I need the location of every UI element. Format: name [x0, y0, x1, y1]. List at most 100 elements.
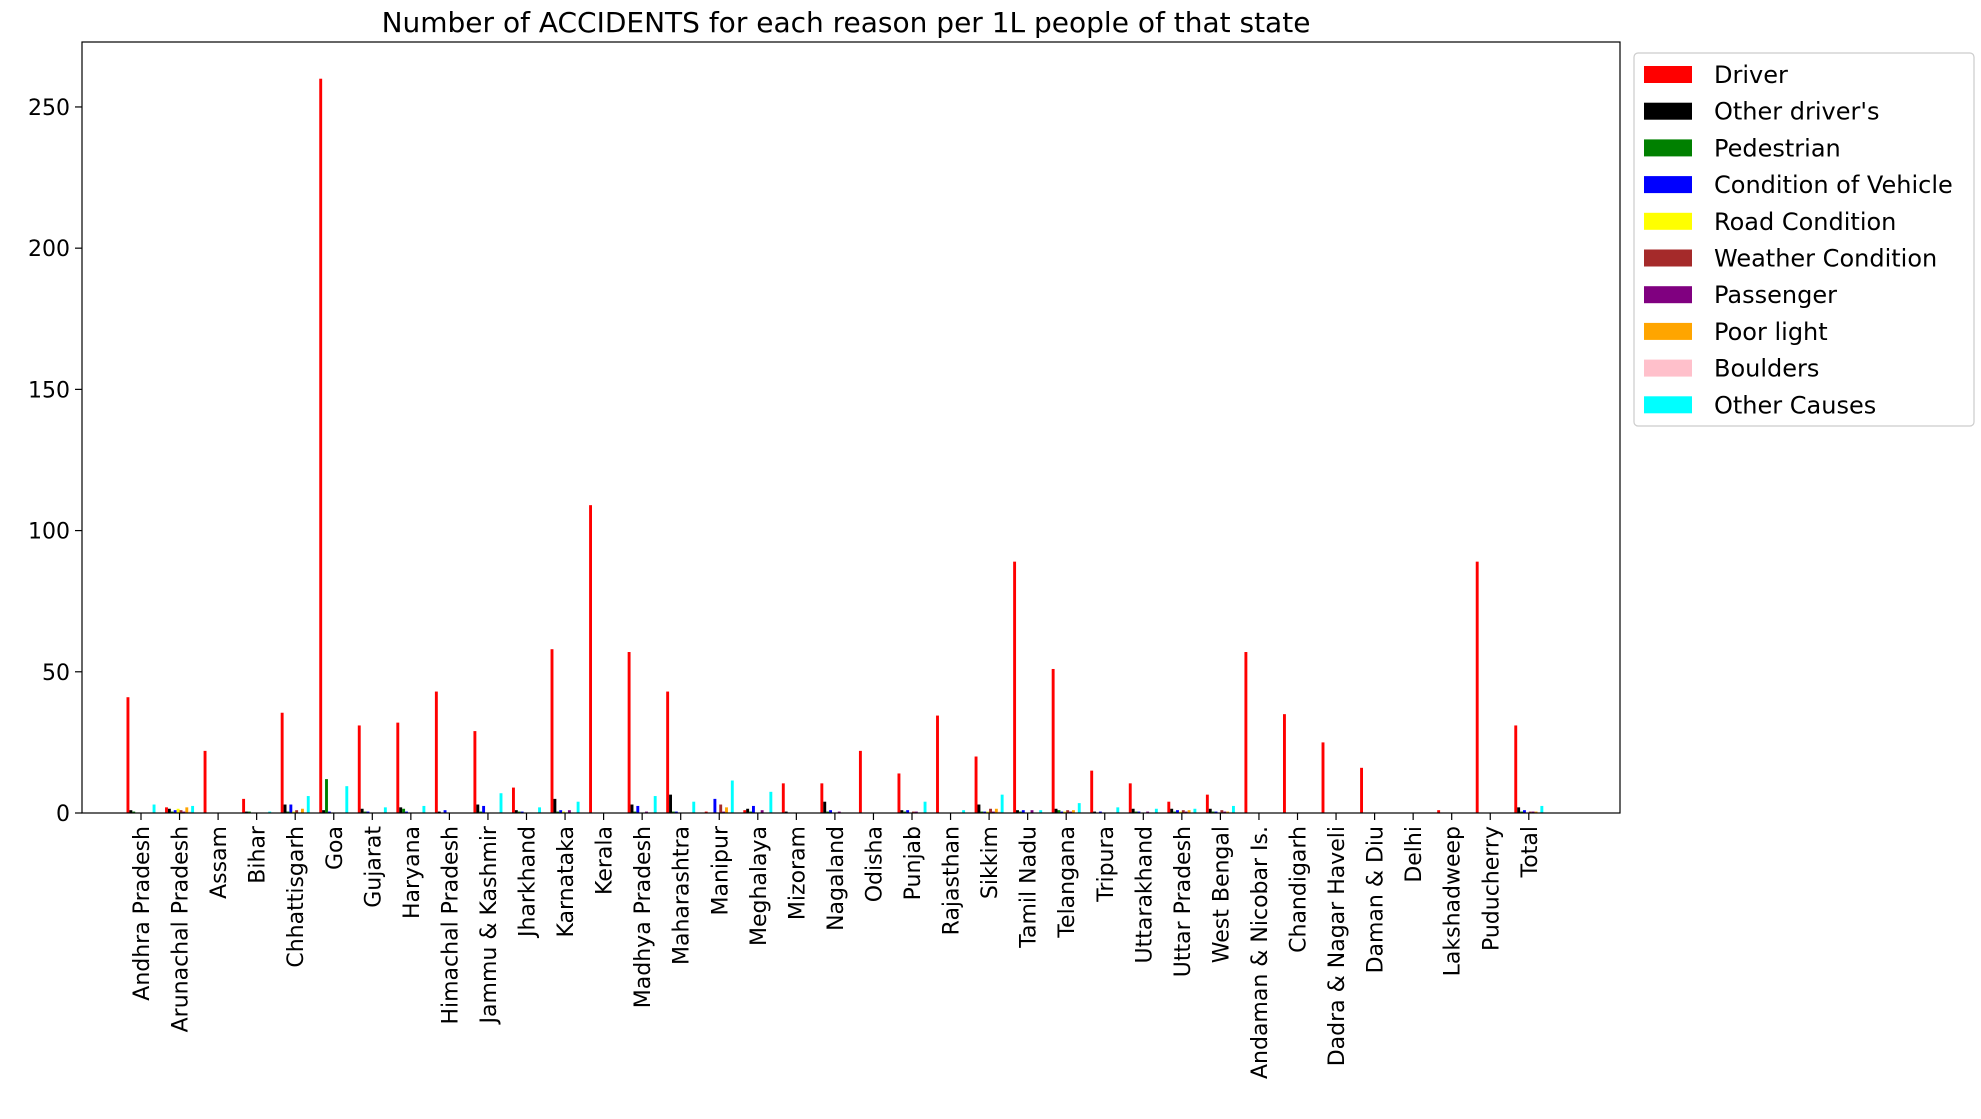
bar — [422, 805, 426, 813]
bar — [823, 801, 827, 813]
bar — [1134, 811, 1138, 813]
bar — [319, 78, 323, 813]
x-tick-label: Arunachal Pradesh — [169, 826, 194, 1032]
x-tick-label: West Bengal — [1209, 826, 1234, 963]
x-tick-label: Dadra & Nagar Haveli — [1325, 826, 1350, 1066]
bar — [906, 810, 910, 813]
bar — [165, 807, 168, 813]
bar — [327, 811, 331, 813]
bar — [1220, 810, 1224, 813]
bar — [132, 811, 136, 813]
bar — [247, 811, 251, 813]
bar — [188, 811, 192, 813]
series-1 — [129, 794, 1521, 813]
bar — [203, 750, 207, 813]
bar — [517, 811, 521, 813]
bar — [1514, 725, 1518, 813]
bar — [630, 804, 634, 813]
legend-label: Other Causes — [1714, 391, 1876, 419]
bar — [666, 691, 670, 813]
bar — [1057, 810, 1061, 813]
x-tick-label: Jharkhand — [516, 826, 541, 939]
legend-item: Passenger — [1644, 281, 1837, 309]
bar — [1000, 794, 1004, 813]
series-9 — [152, 780, 1544, 813]
bar — [538, 807, 541, 813]
legend: Driver Other driver's Pedestrian Condition … — [1633, 52, 1975, 427]
legend-item: Poor light — [1644, 318, 1828, 346]
bar — [345, 786, 349, 813]
bar — [974, 756, 978, 813]
y-tick-label: 0 — [56, 802, 70, 827]
bar — [1360, 767, 1363, 813]
bar — [1531, 811, 1535, 813]
x-tick-label: Rajasthan — [940, 826, 965, 935]
bar — [363, 811, 367, 813]
bar — [936, 715, 939, 813]
bar — [173, 810, 177, 813]
bar — [914, 811, 918, 813]
bar — [749, 811, 752, 813]
bar — [752, 805, 755, 813]
bar — [1131, 808, 1135, 813]
series-8 — [188, 811, 1001, 813]
bar — [301, 808, 304, 813]
legend-swatch — [1644, 396, 1692, 414]
bar — [1214, 811, 1218, 813]
bar — [167, 808, 171, 813]
bar — [1060, 811, 1064, 813]
x-tick-label: Haryana — [400, 826, 425, 919]
y-tick-label: 150 — [28, 378, 70, 403]
bar — [129, 810, 133, 813]
bar — [383, 807, 387, 813]
legend-item: Weather Condition — [1644, 245, 1937, 273]
legend-item: Road Condition — [1644, 208, 1896, 236]
bar — [479, 811, 483, 813]
bar — [1232, 805, 1235, 813]
x-tick-label: Chhattisgarh — [284, 826, 309, 968]
x-tick-label: Telangana — [1055, 826, 1080, 939]
x-tick-label: Daman & Diu — [1364, 826, 1389, 973]
bar — [1013, 561, 1017, 813]
bar — [1223, 811, 1227, 813]
legend-box — [1633, 52, 1975, 427]
bar — [1054, 808, 1058, 813]
bar — [179, 810, 183, 813]
bar — [473, 731, 477, 813]
bar — [1170, 808, 1174, 813]
bar — [1181, 810, 1185, 813]
bar — [1523, 810, 1526, 813]
legend-item: Other driver's — [1644, 98, 1879, 126]
series-6 — [182, 810, 1535, 813]
bar — [268, 811, 272, 813]
bar — [1072, 810, 1075, 813]
bar — [986, 811, 990, 813]
bar — [743, 810, 747, 813]
bar — [366, 811, 370, 813]
bar — [1208, 808, 1212, 813]
legend-swatch — [1644, 176, 1692, 194]
x-tick-label: Assam — [207, 826, 232, 899]
x-tick-label: Sikkim — [978, 826, 1003, 899]
bar — [1167, 801, 1171, 813]
bar — [245, 811, 248, 813]
bar — [1184, 811, 1188, 813]
bar — [576, 801, 580, 813]
bar — [286, 811, 290, 813]
legend-item: Driver — [1644, 61, 1788, 89]
bar — [1437, 810, 1441, 813]
bar — [1176, 810, 1179, 813]
bar — [1066, 810, 1070, 813]
legend-label: Poor light — [1714, 318, 1828, 346]
bar — [1226, 811, 1230, 813]
bar — [1069, 811, 1072, 813]
bar — [325, 779, 328, 813]
bar — [1154, 808, 1158, 813]
bar — [514, 810, 518, 813]
bar — [1193, 808, 1197, 813]
bar — [1128, 783, 1132, 813]
bar — [1077, 803, 1081, 813]
series-5 — [179, 804, 1532, 813]
bar — [520, 811, 524, 813]
